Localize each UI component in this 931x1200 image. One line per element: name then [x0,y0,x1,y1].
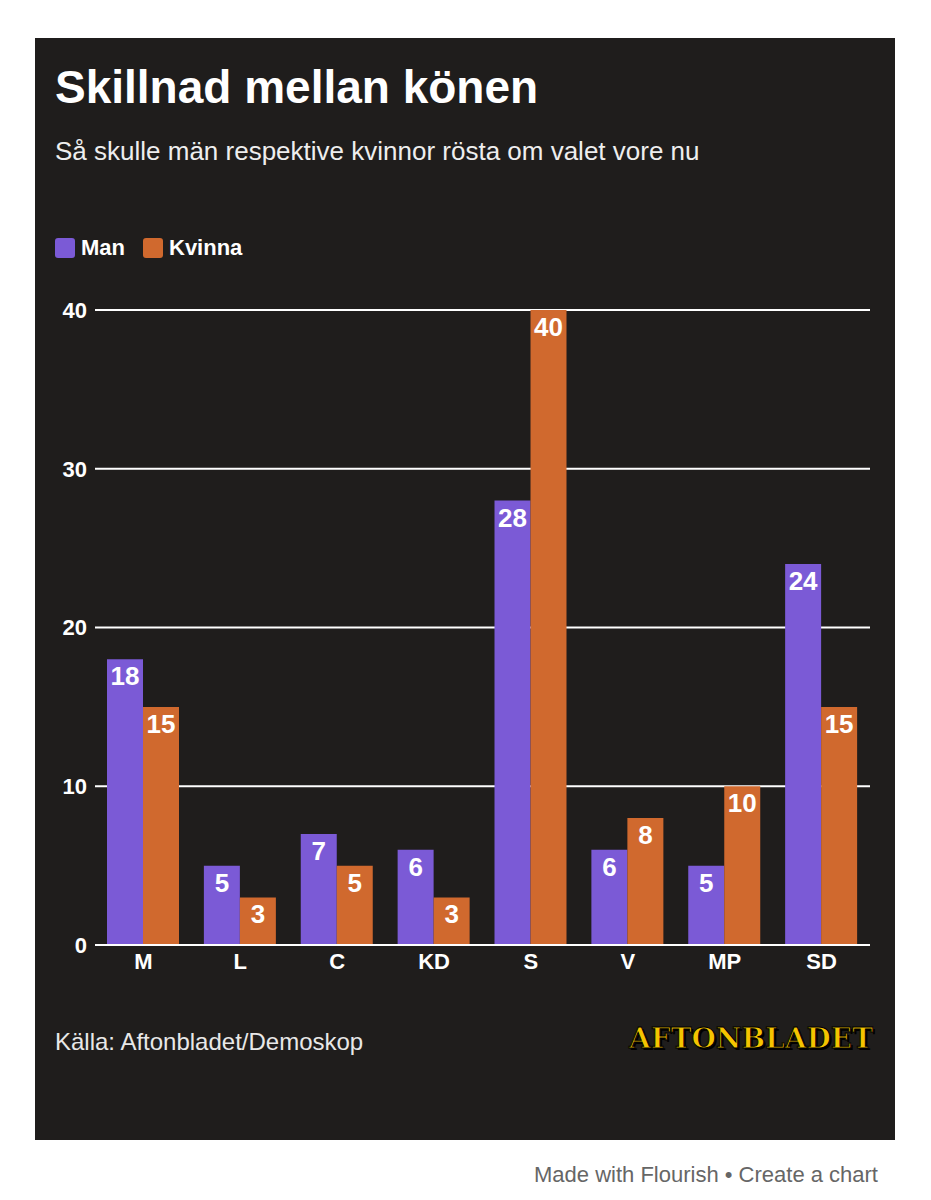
svg-text:SD: SD [806,949,837,974]
svg-text:5: 5 [215,868,229,898]
svg-text:24: 24 [789,566,818,596]
svg-text:S: S [524,949,539,974]
svg-text:KD: KD [418,949,450,974]
svg-text:6: 6 [408,852,422,882]
svg-text:8: 8 [638,820,652,850]
svg-text:L: L [234,949,247,974]
svg-text:10: 10 [63,774,87,799]
svg-text:20: 20 [63,615,87,640]
html-text:Källa: Aftonbladet/Demoskop: Källa: Aftonbladet/Demoskop [55,1028,364,1055]
svg-text:5: 5 [348,868,362,898]
svg-text:3: 3 [444,899,458,929]
svg-text:V: V [620,949,635,974]
svg-text:5: 5 [699,868,713,898]
svg-text:40: 40 [63,298,87,323]
html-text:Så skulle män respektive kvinn: Så skulle män respektive kvinnor rösta o… [55,136,700,166]
html-text:AFTONBLADET: AFTONBLADET [629,1022,873,1055]
svg-text:30: 30 [63,457,87,482]
svg-text:3: 3 [251,899,265,929]
svg-text:18: 18 [111,661,140,691]
svg-text:C: C [329,949,345,974]
svg-text:6: 6 [602,852,616,882]
html-text:Made with Flourish • Create a: Made with Flourish • Create a chart [534,1162,878,1187]
svg-text:MP: MP [708,949,741,974]
svg-text:15: 15 [825,709,854,739]
html-text:Kvinna: Kvinna [169,235,243,260]
html-text:Skillnad mellan könen: Skillnad mellan könen [55,61,539,113]
svg-text:40: 40 [534,312,563,342]
svg-text:28: 28 [498,503,527,533]
html-text:Man: Man [81,235,125,260]
svg-text:7: 7 [312,836,326,866]
svg-text:M: M [134,949,152,974]
svg-text:15: 15 [147,709,176,739]
svg-text:10: 10 [728,788,757,818]
svg-text:0: 0 [75,933,87,958]
